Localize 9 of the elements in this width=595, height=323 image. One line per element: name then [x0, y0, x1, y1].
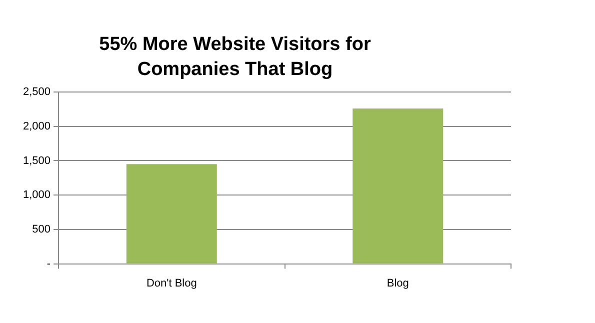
x-tick-label: Blog — [386, 277, 409, 290]
y-tick-label: 1,500 — [22, 154, 51, 167]
y-tick-label: 2,500 — [22, 86, 51, 98]
x-tick-label: Don't Blog — [146, 277, 197, 290]
chart-title: 55% More Website Visitors for Companies That Blog — [99, 34, 372, 80]
y-tick-label: - — [46, 258, 51, 270]
y-tick-label: 500 — [32, 223, 51, 236]
y-tick-label: 1,000 — [22, 189, 51, 202]
y-tick-label: 2,000 — [22, 120, 51, 132]
